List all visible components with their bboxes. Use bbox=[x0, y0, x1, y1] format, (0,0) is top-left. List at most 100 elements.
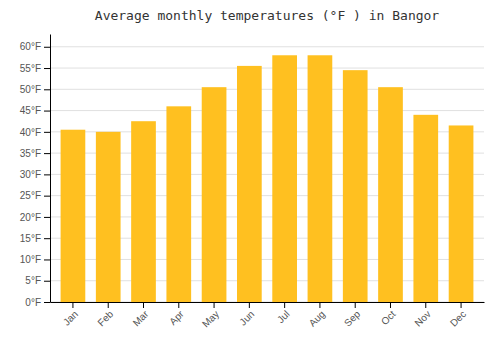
x-tick-mark bbox=[319, 302, 320, 308]
grid-line bbox=[50, 46, 484, 47]
y-tick-mark bbox=[44, 111, 50, 112]
x-tick-mark bbox=[425, 302, 426, 308]
y-tick-label: 50°F bbox=[20, 84, 41, 95]
x-tick: Apr bbox=[167, 302, 186, 327]
y-tick-label: 20°F bbox=[20, 212, 41, 223]
x-tick: Mar bbox=[131, 302, 151, 328]
y-tick: 60°F bbox=[20, 41, 50, 52]
x-tick-label: Oct bbox=[379, 308, 398, 327]
bar bbox=[61, 130, 86, 302]
y-tick: 10°F bbox=[20, 254, 50, 265]
y-tick-label: 40°F bbox=[20, 127, 41, 138]
chart-container: 0°F 5°F 10°F 15°F 20°F 25°F 30°F 35°F 40°F 45°F 50… bbox=[0, 0, 500, 350]
y-tick-mark bbox=[44, 238, 50, 239]
grid bbox=[50, 47, 484, 302]
y-tick-mark bbox=[44, 174, 50, 175]
y-tick: 55°F bbox=[20, 63, 50, 74]
bar bbox=[237, 66, 262, 302]
x-tick: Nov bbox=[412, 302, 432, 329]
x-tick-mark bbox=[461, 302, 462, 308]
x-tick-label: Apr bbox=[167, 308, 186, 327]
y-tick: 45°F bbox=[20, 105, 50, 116]
x-tick-mark bbox=[108, 302, 109, 308]
x-tick-mark bbox=[72, 302, 73, 308]
x-tick: Jun bbox=[237, 302, 256, 328]
y-tick-mark bbox=[44, 217, 50, 218]
x-tick: Dec bbox=[448, 302, 468, 329]
y-tick: 0°F bbox=[25, 297, 50, 308]
y-tick-label: 15°F bbox=[20, 233, 41, 244]
y-tick-mark bbox=[44, 153, 50, 154]
bar bbox=[343, 70, 368, 302]
y-tick-label: 5°F bbox=[25, 275, 41, 286]
bars bbox=[61, 55, 474, 302]
bar bbox=[96, 132, 121, 302]
x-axis: Jan Feb Mar Apr May Jun Jul Aug Sep Oct Nov Dec bbox=[51, 302, 485, 330]
x-tick-mark bbox=[249, 302, 250, 308]
x-tick: Sep bbox=[342, 302, 363, 329]
bar bbox=[166, 106, 191, 302]
bar bbox=[272, 55, 297, 302]
bar bbox=[202, 87, 227, 302]
grid-line bbox=[50, 89, 484, 90]
y-tick-label: 0°F bbox=[25, 297, 41, 308]
y-tick-label: 60°F bbox=[20, 41, 41, 52]
x-tick: Oct bbox=[379, 302, 398, 327]
bar bbox=[308, 55, 333, 302]
y-tick-mark bbox=[44, 89, 50, 90]
x-tick: Feb bbox=[95, 302, 115, 328]
y-tick: 40°F bbox=[20, 127, 50, 138]
x-tick-label: Jun bbox=[237, 308, 256, 327]
y-tick-mark bbox=[44, 302, 50, 303]
grid-line bbox=[50, 110, 484, 111]
y-tick-label: 30°F bbox=[20, 169, 41, 180]
y-tick-label: 45°F bbox=[20, 105, 41, 116]
y-tick: 20°F bbox=[20, 212, 50, 223]
y-tick-mark bbox=[44, 281, 50, 282]
y-tick-mark bbox=[44, 68, 50, 69]
y-tick-mark bbox=[44, 259, 50, 260]
bar bbox=[449, 125, 474, 302]
x-tick-mark bbox=[178, 302, 179, 308]
y-tick: 15°F bbox=[20, 233, 50, 244]
title: Average monthly temperatures (°F ) in Ba… bbox=[95, 8, 440, 23]
x-tick-mark bbox=[390, 302, 391, 308]
y-tick-mark bbox=[44, 196, 50, 197]
bar bbox=[413, 115, 438, 302]
x-tick-label: Feb bbox=[95, 308, 115, 328]
y-tick: 35°F bbox=[20, 148, 50, 159]
y-tick-label: 25°F bbox=[20, 190, 41, 201]
x-axis-line bbox=[51, 302, 485, 303]
y-tick-label: 10°F bbox=[20, 254, 41, 265]
y-tick-label: 55°F bbox=[20, 63, 41, 74]
x-tick: Jul bbox=[275, 302, 292, 325]
x-tick-label: Jul bbox=[275, 308, 292, 325]
x-tick-label: Jan bbox=[61, 308, 80, 327]
x-tick-mark bbox=[284, 302, 285, 308]
x-tick-label: Dec bbox=[448, 308, 468, 328]
y-tick: 25°F bbox=[20, 190, 50, 201]
chart: 0°F 5°F 10°F 15°F 20°F 25°F 30°F 35°F 40°F 45°F 50… bbox=[0, 0, 500, 350]
y-tick-mark bbox=[44, 47, 50, 48]
y-axis: 0°F 5°F 10°F 15°F 20°F 25°F 30°F 35°F 40°F 45°F 50… bbox=[20, 35, 51, 308]
y-axis-line bbox=[50, 35, 51, 303]
x-tick-label: Mar bbox=[131, 308, 151, 328]
y-tick: 50°F bbox=[20, 84, 50, 95]
x-tick-label: May bbox=[200, 308, 221, 329]
y-tick: 30°F bbox=[20, 169, 50, 180]
plot: 0°F 5°F 10°F 15°F 20°F 25°F 30°F 35°F 40°F 45°F 50… bbox=[20, 35, 485, 330]
y-tick-mark bbox=[44, 132, 50, 133]
x-tick: Aug bbox=[307, 302, 327, 329]
y-tick: 5°F bbox=[25, 275, 50, 286]
y-tick-label: 35°F bbox=[20, 148, 41, 159]
x-tick-label: Aug bbox=[307, 308, 327, 328]
x-tick: May bbox=[200, 302, 221, 330]
x-tick: Jan bbox=[61, 302, 80, 328]
x-tick-label: Sep bbox=[342, 308, 363, 329]
x-tick-label: Nov bbox=[412, 308, 432, 328]
x-tick-mark bbox=[355, 302, 356, 308]
bar bbox=[378, 87, 403, 302]
x-tick-mark bbox=[214, 302, 215, 308]
grid-line bbox=[50, 68, 484, 69]
x-tick-mark bbox=[143, 302, 144, 308]
